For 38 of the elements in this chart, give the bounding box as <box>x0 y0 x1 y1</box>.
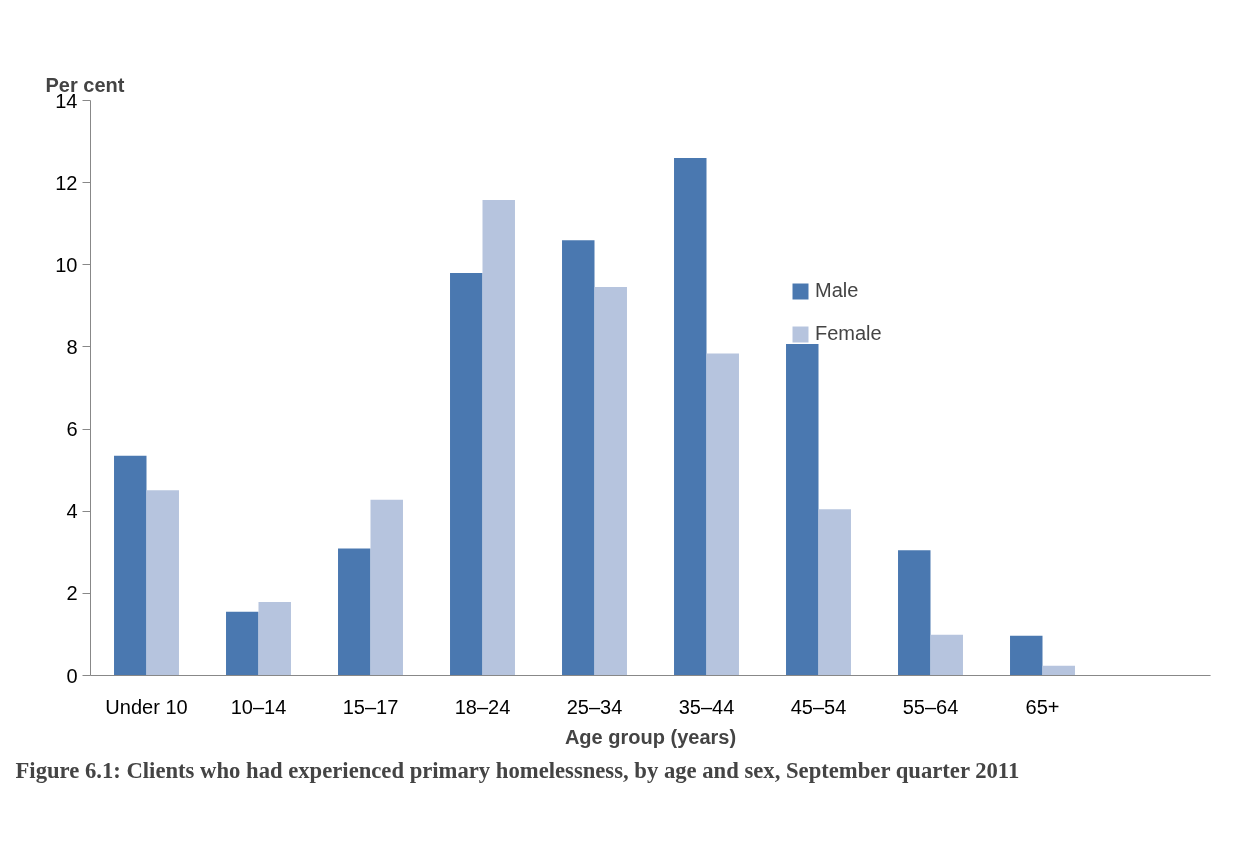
text: Figure 6.1: Clients who had experienced primary homelessness, by age and sex, September quarter 2011 <box>15 757 1020 783</box>
bar <box>786 344 819 676</box>
bar <box>338 548 371 676</box>
bar <box>818 509 851 676</box>
x-tick-label: 35–44 <box>678 695 735 718</box>
x-tick-label: 55–64 <box>902 695 959 718</box>
bar <box>258 601 291 676</box>
x-tick-label: 15–17 <box>342 695 399 718</box>
bar <box>898 550 931 676</box>
bar <box>1042 665 1075 676</box>
bar <box>706 353 739 676</box>
y-tick-label: 4 <box>66 500 78 523</box>
bar <box>562 240 595 676</box>
y-tick-label: 2 <box>66 582 78 605</box>
x-tick-label: 18–24 <box>454 695 511 718</box>
bar <box>370 499 403 676</box>
bar <box>482 199 515 676</box>
x-axis-title: Age group (years) <box>564 725 737 748</box>
legend-label: Female <box>815 322 882 345</box>
legend-label: Male <box>815 279 859 302</box>
y-tick-label: 8 <box>66 335 78 358</box>
y-tick-label: 0 <box>66 664 78 687</box>
bar <box>226 611 259 676</box>
x-tick-label: Under 10 <box>105 695 188 718</box>
x-tick-label: 10–14 <box>230 695 287 718</box>
bar <box>146 490 179 676</box>
bar <box>930 634 963 676</box>
x-tick-label: 45–54 <box>790 695 847 718</box>
x-tick-label: 65+ <box>1025 695 1060 718</box>
bar <box>114 455 147 676</box>
y-tick-label: 6 <box>66 418 78 441</box>
bar <box>450 273 483 676</box>
bar <box>674 158 707 676</box>
bar <box>1010 635 1043 676</box>
x-tick-label: 25–34 <box>566 695 623 718</box>
y-tick-label: 12 <box>55 171 78 194</box>
y-tick-label: 10 <box>55 253 78 276</box>
bar <box>594 286 627 676</box>
